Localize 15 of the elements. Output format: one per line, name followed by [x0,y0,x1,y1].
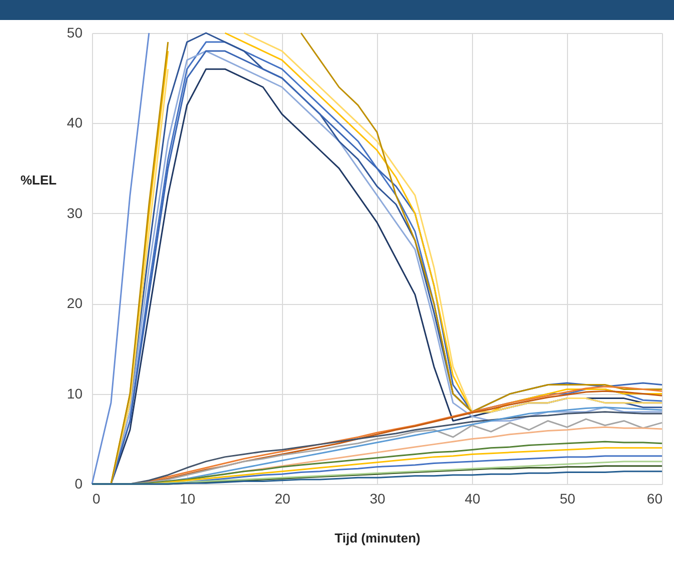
y-tick-label: 0 [74,476,83,492]
y-tick-label: 30 [66,204,83,221]
x-tick-label: 40 [464,490,480,506]
x-tick-label: 10 [180,490,196,506]
y-tick-label: 20 [66,295,83,312]
x-tick-label: 30 [370,490,386,506]
x-axis-title: Tijd (minuten) [334,530,420,546]
x-tick-label: 60 [646,490,663,506]
y-tick-label: 50 [66,24,83,40]
y-tick-label: 10 [66,385,83,402]
x-tick-label: 20 [274,490,290,506]
x-tick-label: 50 [560,490,576,506]
y-tick-label: 40 [66,114,83,131]
x-tick-label: 0 [92,490,100,506]
y-axis-title: %LEL [20,172,57,188]
